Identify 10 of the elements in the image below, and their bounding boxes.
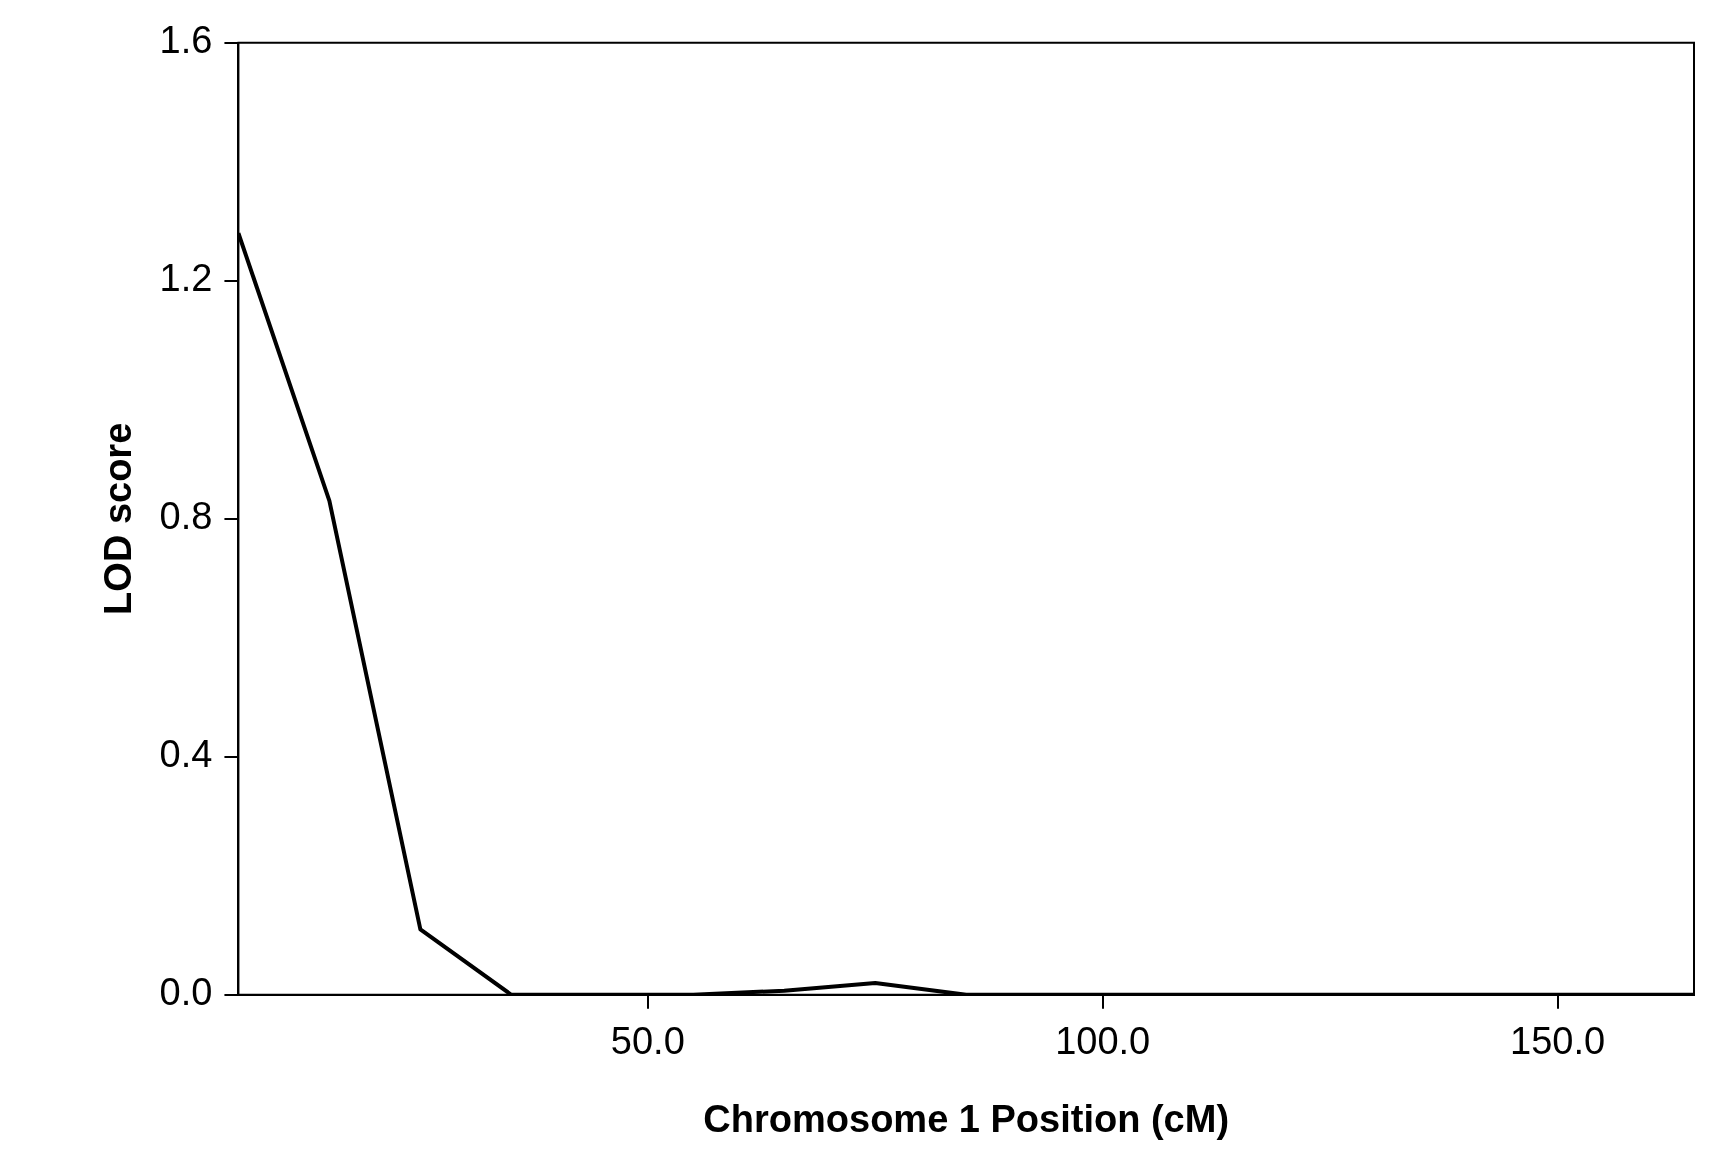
y-tick-label: 1.2 bbox=[159, 257, 213, 300]
x-tick-label: 50.0 bbox=[610, 1020, 685, 1063]
y-axis-title: LOD score bbox=[97, 422, 140, 615]
x-tick-label: 150.0 bbox=[1509, 1020, 1606, 1063]
x-axis-title: Chromosome 1 Position (cM) bbox=[703, 1097, 1230, 1140]
y-tick-label: 0.0 bbox=[159, 971, 213, 1014]
y-tick-label: 0.8 bbox=[159, 495, 213, 538]
x-tick-label: 100.0 bbox=[1055, 1020, 1151, 1063]
y-tick-label: 1.6 bbox=[159, 19, 213, 62]
y-tick-label: 0.4 bbox=[159, 733, 213, 776]
